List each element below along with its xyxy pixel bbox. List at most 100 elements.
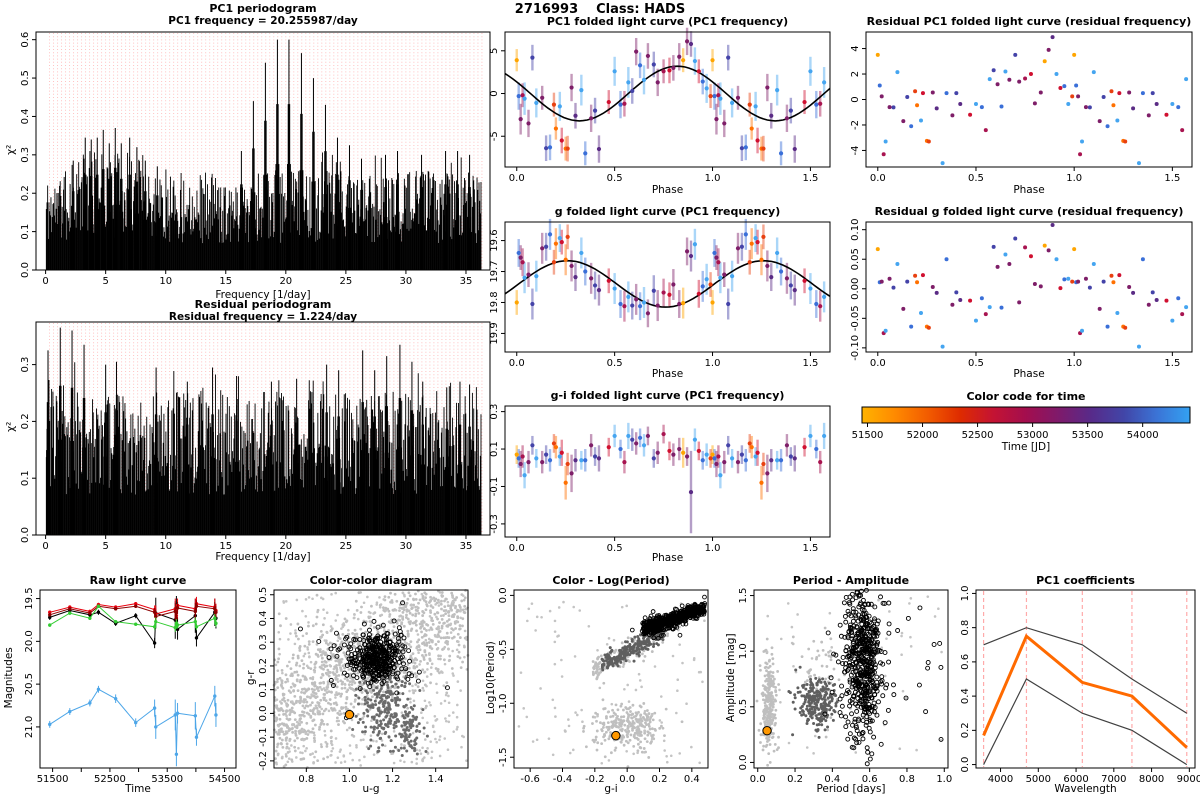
svg-text:52500: 52500 bbox=[94, 774, 126, 785]
svg-text:20.5: 20.5 bbox=[24, 673, 35, 695]
period_amplitude: 0.0 0.2 0.4 0.6 0.8 1.00.00.51.01.5 bbox=[738, 588, 952, 785]
svg-text:0.3: 0.3 bbox=[489, 404, 500, 420]
svg-text:51500: 51500 bbox=[37, 774, 69, 785]
svg-text:20: 20 bbox=[279, 541, 292, 552]
svg-text:54500: 54500 bbox=[209, 774, 241, 785]
svg-text:10: 10 bbox=[159, 541, 172, 552]
target-star-marker bbox=[762, 726, 772, 736]
svg-text:0.5: 0.5 bbox=[968, 358, 984, 369]
svg-text:0: 0 bbox=[489, 90, 500, 96]
svg-text:4: 4 bbox=[850, 45, 861, 51]
target-star-marker bbox=[611, 730, 621, 741]
svg-text:-5: -5 bbox=[489, 131, 500, 141]
svg-text:0: 0 bbox=[850, 96, 861, 102]
svg-text:2: 2 bbox=[850, 71, 861, 77]
svg-text:0.00: 0.00 bbox=[850, 278, 861, 300]
pc1_coefficients: 4000 5000 6000 7000 8000 90000.00.20.40.60.81… bbox=[960, 585, 1200, 785]
svg-text:25: 25 bbox=[340, 276, 353, 287]
svg-text:19.6: 19.6 bbox=[489, 229, 500, 251]
svg-text:19.5: 19.5 bbox=[24, 587, 35, 609]
svg-text:0.1: 0.1 bbox=[489, 441, 500, 457]
svg-text:0.0: 0.0 bbox=[509, 543, 525, 554]
svg-text:21.0: 21.0 bbox=[24, 716, 35, 738]
time_colorbar: 51500 52000 52500 53000 53500 54000 bbox=[852, 406, 1191, 441]
svg-text:1.0: 1.0 bbox=[705, 543, 721, 554]
svg-text:0.0: 0.0 bbox=[870, 358, 886, 369]
svg-text:0.0: 0.0 bbox=[870, 173, 886, 184]
svg-text:0.2: 0.2 bbox=[20, 185, 31, 201]
svg-text:0.3: 0.3 bbox=[20, 357, 31, 373]
svg-text:0.0: 0.0 bbox=[509, 173, 525, 184]
target-star-marker bbox=[344, 709, 355, 720]
pc1_folded: 0.0 0.5 1.0 1.5 -5 0 5 bbox=[489, 27, 831, 184]
svg-text:0.2: 0.2 bbox=[20, 413, 31, 429]
svg-text:30: 30 bbox=[400, 541, 413, 552]
svg-text:53000: 53000 bbox=[1017, 430, 1049, 441]
svg-text:1.0: 1.0 bbox=[1066, 173, 1082, 184]
svg-text:-0.10: -0.10 bbox=[850, 335, 861, 361]
residual_periodogram: 0 5 10 15 20 25 30 35 0.0 0.1 0.2 0.3 bbox=[20, 321, 491, 552]
svg-text:1.5: 1.5 bbox=[802, 173, 818, 184]
svg-text:0.1: 0.1 bbox=[20, 224, 31, 240]
residual_pc1: 0.0 0.5 1.0 1.5 -4 -2 0 2 4 bbox=[850, 31, 1193, 184]
svg-text:15: 15 bbox=[219, 276, 232, 287]
svg-text:19.9: 19.9 bbox=[489, 322, 500, 344]
svg-text:-0.05: -0.05 bbox=[850, 305, 861, 331]
gi_folded: 0.0 0.5 1.0 1.5 -0.3 -0.1 0.1 0.3 bbox=[489, 404, 831, 554]
svg-text:0: 0 bbox=[42, 541, 48, 552]
svg-text:35: 35 bbox=[460, 276, 473, 287]
svg-text:20.0: 20.0 bbox=[24, 630, 35, 652]
svg-text:0.05: 0.05 bbox=[850, 248, 861, 270]
svg-text:20: 20 bbox=[279, 276, 292, 287]
svg-text:19.8: 19.8 bbox=[489, 291, 500, 313]
svg-text:1.0: 1.0 bbox=[1066, 358, 1082, 369]
svg-text:52000: 52000 bbox=[907, 430, 939, 441]
svg-text:0.5: 0.5 bbox=[607, 358, 623, 369]
svg-text:30: 30 bbox=[400, 276, 413, 287]
svg-text:-0.1: -0.1 bbox=[489, 477, 500, 497]
svg-text:1.5: 1.5 bbox=[802, 358, 818, 369]
svg-text:-2: -2 bbox=[850, 120, 861, 130]
svg-text:1.5: 1.5 bbox=[1164, 358, 1180, 369]
svg-text:0.5: 0.5 bbox=[20, 70, 31, 86]
svg-text:35: 35 bbox=[460, 541, 473, 552]
color_color: 0.8 1.0 1.2 1.4-0.2-0.10.00.10.20.30.40.5 bbox=[258, 587, 470, 785]
pc1_periodogram: 0 5 10 15 20 25 30 35 0.0 0.1 0.2 0.3 0.4 0.5 0.6 bbox=[20, 31, 491, 287]
svg-text:25: 25 bbox=[340, 541, 353, 552]
color_logperiod: -0.6 -0.4 -0.2 0.0 0.2 0.40.0-0.5-1.0-1.5 bbox=[498, 587, 709, 785]
svg-text:0.5: 0.5 bbox=[968, 173, 984, 184]
svg-text:53500: 53500 bbox=[151, 774, 183, 785]
svg-text:0.10: 0.10 bbox=[850, 219, 861, 241]
svg-text:0.5: 0.5 bbox=[607, 173, 623, 184]
svg-text:15: 15 bbox=[219, 541, 232, 552]
svg-text:5: 5 bbox=[102, 541, 108, 552]
svg-text:0: 0 bbox=[42, 276, 48, 287]
svg-text:0.3: 0.3 bbox=[20, 147, 31, 163]
svg-text:0.5: 0.5 bbox=[607, 543, 623, 554]
svg-text:5: 5 bbox=[102, 276, 108, 287]
svg-text:1.5: 1.5 bbox=[1164, 173, 1180, 184]
g_folded: 0.0 0.5 1.0 1.5 19.6 19.7 19.8 19.9 bbox=[489, 218, 831, 369]
svg-text:52500: 52500 bbox=[962, 430, 994, 441]
svg-text:0.0: 0.0 bbox=[20, 527, 31, 543]
raw_light_curve: 51500 52500 53500 54500 19.5 20.0 20.5 21.0 bbox=[24, 587, 240, 785]
svg-text:-0.3: -0.3 bbox=[489, 514, 500, 534]
svg-text:1.0: 1.0 bbox=[705, 173, 721, 184]
residual_g: 0.0 0.5 1.0 1.5 -0.10 -0.05 0.00 0.05 0.10 bbox=[850, 219, 1193, 369]
svg-text:1.0: 1.0 bbox=[705, 358, 721, 369]
svg-text:0.0: 0.0 bbox=[20, 262, 31, 278]
svg-text:-4: -4 bbox=[850, 145, 861, 155]
svg-text:0.0: 0.0 bbox=[509, 358, 525, 369]
svg-text:51500: 51500 bbox=[852, 430, 884, 441]
svg-text:0.6: 0.6 bbox=[20, 32, 31, 48]
svg-text:0.4: 0.4 bbox=[20, 108, 31, 124]
svg-text:10: 10 bbox=[159, 276, 172, 287]
svg-text:5: 5 bbox=[489, 48, 500, 54]
svg-text:54000: 54000 bbox=[1127, 430, 1159, 441]
svg-text:1.5: 1.5 bbox=[802, 543, 818, 554]
svg-text:0.1: 0.1 bbox=[20, 470, 31, 486]
svg-text:19.7: 19.7 bbox=[489, 260, 500, 282]
svg-text:53500: 53500 bbox=[1072, 430, 1104, 441]
